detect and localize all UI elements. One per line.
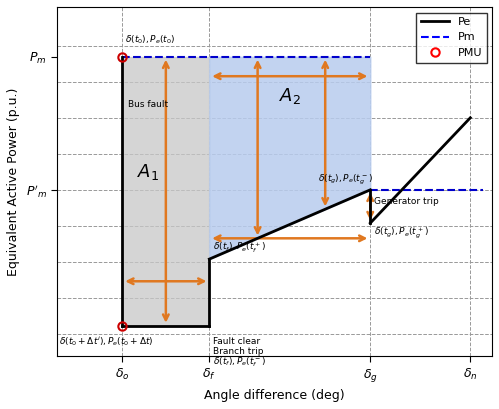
Text: Fault clear
Branch trip: Fault clear Branch trip [213,337,263,356]
Text: $A_1$: $A_1$ [137,162,160,182]
Text: $\delta(t_g), P_e(t_g^-)$: $\delta(t_g), P_e(t_g^-)$ [318,173,373,187]
Text: $\delta(t_0), P_e(t_0)$: $\delta(t_0), P_e(t_0)$ [125,33,175,46]
X-axis label: Angle difference (deg): Angle difference (deg) [204,389,345,402]
Text: $\delta(t_g), P_e(t_g^+)$: $\delta(t_g), P_e(t_g^+)$ [374,225,429,240]
Legend: Pe, Pm, PMU: Pe, Pm, PMU [417,13,487,63]
Text: $\delta(t_0+\Delta t^i), P_e(t_0+\Delta t)$: $\delta(t_0+\Delta t^i), P_e(t_0+\Delta … [59,335,154,348]
Polygon shape [122,57,210,326]
Text: $A_2$: $A_2$ [279,86,301,106]
Text: Bus fault: Bus fault [128,100,168,109]
Text: Generator trip: Generator trip [374,197,439,206]
Text: $\delta(t_f), P_e(t_f^-)$: $\delta(t_f), P_e(t_f^-)$ [213,355,266,369]
Text: $\delta(t_f), P_e(t_f^+)$: $\delta(t_f), P_e(t_f^+)$ [213,241,266,255]
Y-axis label: Equivalent Active Power (p.u.): Equivalent Active Power (p.u.) [7,88,20,276]
